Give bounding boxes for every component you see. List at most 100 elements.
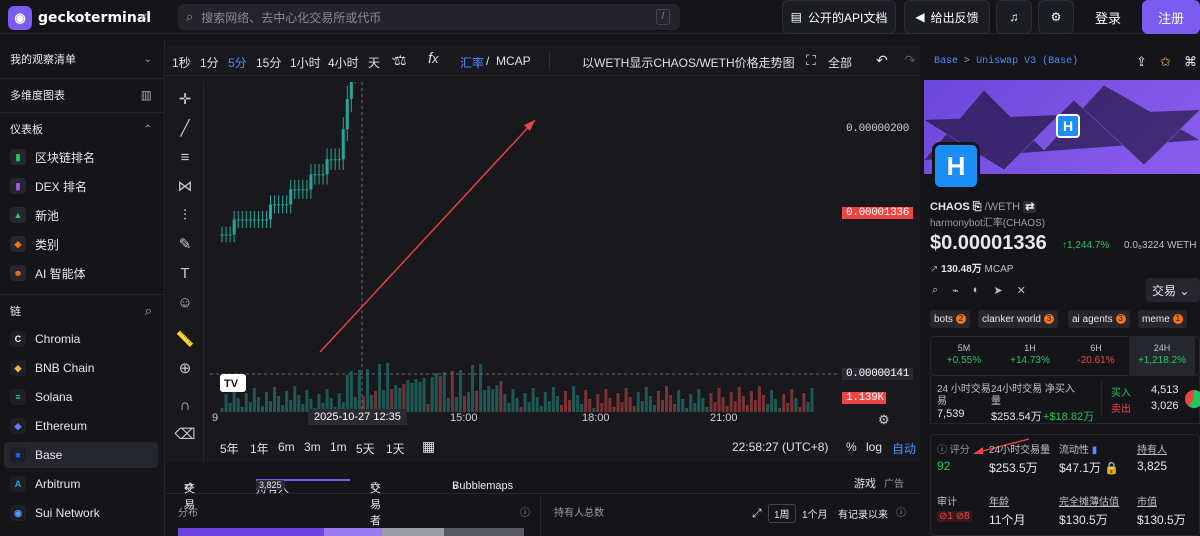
text-icon[interactable]: T xyxy=(180,264,190,282)
sidebar-item-chain[interactable]: ◆ Ethereum xyxy=(4,413,158,439)
fib-icon[interactable]: ⫶ xyxy=(183,206,187,224)
telegram-icon[interactable]: ➤ xyxy=(993,285,1003,297)
star-icon[interactable]: ✩ xyxy=(1160,54,1171,69)
period-cell[interactable]: 6H -20.61% xyxy=(1063,337,1129,375)
signup-button[interactable]: 注册 xyxy=(1142,0,1200,34)
multichart-link[interactable]: 多维度图表 ▥ xyxy=(0,80,164,110)
chevron-down-icon[interactable]: ⌄ xyxy=(390,52,399,63)
search-input[interactable]: ⌕ 搜索网络、去中心化交易所或代币 / xyxy=(178,4,680,30)
breadcrumb-dex[interactable]: Uniswap V3 (Base) xyxy=(976,56,1079,67)
sidebar-item-chain[interactable]: A Arbitrum xyxy=(4,471,158,497)
interval-5[interactable]: 4小时 xyxy=(328,56,359,70)
period-all[interactable]: 有记录以来 xyxy=(838,510,888,521)
x-icon[interactable]: ✕ xyxy=(1016,285,1026,297)
settings-button[interactable]: ⚙ xyxy=(1038,0,1074,34)
sidebar-item-dashboard[interactable]: ▮ 区块链排名 xyxy=(4,144,158,170)
sidebar-item-dashboard[interactable]: ☻ AI 智能体 xyxy=(4,260,158,286)
function-icon[interactable]: fx xyxy=(428,50,439,67)
audit-badge[interactable]: ⊘1 ⊘8 xyxy=(937,511,972,522)
pair-display-toggle[interactable]: 以WETH显示CHAOS/WETH价格走势图 xyxy=(582,56,795,70)
dashboard-toggle[interactable]: 仪表板 ⌃ xyxy=(0,114,164,144)
range-2[interactable]: 6m xyxy=(278,440,295,454)
range-4[interactable]: 1m xyxy=(330,440,347,454)
category-tag[interactable]: ai agents 3 xyxy=(1068,310,1130,328)
range-0[interactable]: 5年 xyxy=(220,442,239,456)
logo[interactable]: ◉ geckoterminal xyxy=(8,6,151,30)
breadcrumb-chain[interactable]: Base xyxy=(934,56,959,67)
interval-1[interactable]: 1分 xyxy=(200,56,219,70)
notifications-button[interactable]: ♫ xyxy=(996,0,1032,34)
sidebar-item-label: Arbitrum xyxy=(35,477,81,491)
expand-icon[interactable]: ⤢ xyxy=(752,506,762,520)
brush-icon[interactable]: ✎ xyxy=(178,236,192,253)
interval-6[interactable]: 天 xyxy=(368,56,381,70)
fullscreen-label[interactable]: 全部 xyxy=(828,56,853,70)
tab-holders[interactable]: ♡ 持有人 3,825 xyxy=(256,475,350,495)
period-cell[interactable]: 24H +1,218.2% xyxy=(1129,337,1195,375)
range-1[interactable]: 1年 xyxy=(250,442,269,456)
magnet-icon[interactable]: ∩ xyxy=(179,396,191,414)
ruler-icon[interactable]: 📏 xyxy=(175,331,195,348)
fullscreen-icon[interactable]: ⛶ xyxy=(806,52,816,68)
search-chain-icon[interactable]: ⌕ xyxy=(144,303,152,318)
games-link[interactable]: 游戏 xyxy=(854,478,876,490)
percent-toggle[interactable]: % xyxy=(846,440,857,454)
category-tag[interactable]: clanker world 3 xyxy=(978,310,1058,328)
share-icon[interactable]: ⇪ xyxy=(1136,54,1147,69)
category-tag[interactable]: bots 2 xyxy=(930,310,970,328)
eraser-icon[interactable]: ⌫ xyxy=(174,426,196,443)
indicators-icon[interactable]: ⚖ xyxy=(394,52,407,68)
info-icon[interactable]: ⓘ xyxy=(896,508,906,519)
feedback-button[interactable]: ◀ 给出反馈 xyxy=(904,0,990,34)
price-chart[interactable]: TV xyxy=(210,82,840,412)
interval-0[interactable]: 1秒 xyxy=(172,56,191,70)
volume-bar xyxy=(309,399,313,412)
sidebar-item-chain[interactable]: ■ Base xyxy=(4,442,158,468)
website-icon[interactable]: ⌁ xyxy=(952,285,959,297)
interval-4[interactable]: 1小时 xyxy=(290,56,321,70)
calendar-icon[interactable]: ▦ xyxy=(422,438,436,454)
api-docs-button[interactable]: ▤ 公开的API文档 xyxy=(782,0,896,34)
category-tag[interactable]: meme 1 xyxy=(1138,310,1187,328)
emoji-icon[interactable]: ☺ xyxy=(177,293,193,311)
range-5[interactable]: 5天 xyxy=(356,442,375,456)
interval-3[interactable]: 15分 xyxy=(256,56,282,70)
collapse-sidebar-icon[interactable]: « xyxy=(140,8,148,23)
watchlist-toggle[interactable]: 我的观察清单 ⌄ xyxy=(0,44,164,74)
period-cell[interactable]: 5M +0.55% xyxy=(931,337,997,375)
sidebar-item-dashboard[interactable]: ▲ 新池 xyxy=(4,202,158,228)
sidebar-item-dashboard[interactable]: ◆ 类别 xyxy=(4,231,158,257)
redo-icon[interactable]: ↷ xyxy=(904,52,916,68)
log-toggle[interactable]: log xyxy=(866,440,883,454)
sidebar-item-dashboard[interactable]: ▮ DEX 排名 xyxy=(4,173,158,199)
trendline-icon[interactable]: ╱ xyxy=(180,120,190,137)
mcap-toggle[interactable]: MCAP xyxy=(496,54,531,68)
period-1w[interactable]: 1周 xyxy=(768,504,796,523)
sidebar-item-chain[interactable]: ≡ Solana xyxy=(4,384,158,410)
rate-toggle[interactable]: 汇率 xyxy=(460,56,485,70)
sidebar-item-chain[interactable]: C Chromia xyxy=(4,326,158,352)
holders-label[interactable]: 持有人 xyxy=(1137,445,1167,456)
auto-toggle[interactable]: 自动 xyxy=(892,442,917,456)
pattern-icon[interactable]: ⋈ xyxy=(177,178,193,195)
search-icon[interactable]: ⌕ xyxy=(932,284,939,296)
zoom-in-icon[interactable]: ⊕ xyxy=(178,360,192,377)
chart-settings-icon[interactable]: ⚙ xyxy=(878,412,890,427)
undo-icon[interactable]: ↶ xyxy=(876,52,888,68)
period-1m[interactable]: 1个月 xyxy=(802,510,828,521)
range-3[interactable]: 3m xyxy=(304,440,321,454)
sidebar-item-chain[interactable]: ◉ Sui Network xyxy=(4,500,158,526)
period-cell[interactable]: 1H +14.73% xyxy=(997,337,1063,375)
discord-icon[interactable]: ◐ xyxy=(972,284,980,296)
sidebar-item-chain[interactable]: ◆ BNB Chain xyxy=(4,355,158,381)
interval-2[interactable]: 5分 xyxy=(228,56,247,70)
trade-button[interactable]: 交易 ⌄ xyxy=(1146,278,1200,302)
login-button[interactable]: 登录 xyxy=(1094,10,1121,26)
link-icon[interactable]: ⌘ xyxy=(1184,54,1197,69)
range-6[interactable]: 1天 xyxy=(386,442,405,456)
copy-icon[interactable]: ⎘ xyxy=(972,201,982,213)
info-icon[interactable]: ⓘ xyxy=(520,508,530,519)
crosshair-icon[interactable]: ✛ xyxy=(178,91,192,108)
parallel-lines-icon[interactable]: ≡ xyxy=(180,148,190,166)
swap-icon[interactable]: ⇄ xyxy=(1023,201,1037,213)
